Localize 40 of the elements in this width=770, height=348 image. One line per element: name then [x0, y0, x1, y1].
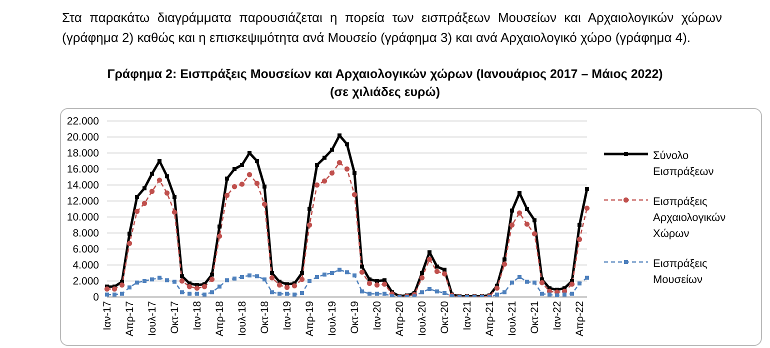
x-tick-label: Ιαν-22	[551, 300, 564, 330]
legend-label: Εισπράξεις Μουσείων	[653, 257, 708, 288]
chart-title: Γράφημα 2: Εισπράξεις Μουσείων και Αρχαιολογικών χώρων (Ιανουάριος 2017 – Μάιος 2022)	[106, 66, 664, 83]
y-tick-label: 16.000	[66, 164, 100, 176]
x-tick-label: Οκτ-21	[528, 300, 541, 334]
x-tick-label: Ιουλ-21	[506, 300, 518, 336]
text: Στα παρακάτω διαγράμματα παρουσιάζεται η πορεία των εισπράξεων Μουσείων και Αρχαιολογικών χώρων (γράφημα 2) καθώς και η επισκεψιμότητα ανά Μουσείο (γράφημα 3) και ανά Αρχαιολογικό χώρο (γράφημα 4).	[62, 9, 722, 47]
x-tick-label: Ιαν-19	[281, 300, 294, 330]
x-tick-label: Ιουλ-19	[326, 300, 338, 336]
y-tick-label: 12.000	[66, 196, 100, 208]
x-tick-label: Απρ-21	[484, 300, 496, 336]
x-tick-label: Απρ-22	[574, 300, 586, 336]
y-tick-label: 0	[93, 292, 100, 304]
x-tick-label: Οκτ-20	[438, 300, 451, 334]
x-tick-label: Απρ-18	[214, 300, 226, 336]
y-tick-label: 20.000	[66, 132, 100, 144]
x-tick-label: Ιουλ-17	[146, 300, 158, 336]
x-tick-label: Ιαν-21	[461, 300, 474, 330]
x-tick-label: Ιαν-20	[371, 300, 384, 330]
y-tick-label: 6.000	[72, 244, 100, 256]
x-tick-label: Ιαν-18	[191, 300, 204, 330]
x-tick-label: Ιαν-17	[101, 300, 114, 330]
legend-label: Σύνολο Εισπράξεων	[653, 149, 715, 180]
y-tick-label: 8.000	[72, 228, 100, 240]
x-tick-label: Απρ-17	[124, 300, 136, 336]
y-tick-label: 10.000	[66, 212, 100, 224]
x-tick-label: Ιουλ-18	[236, 300, 248, 336]
x-tick-label: Απρ-20	[394, 300, 406, 336]
y-tick-label: 22.000	[66, 116, 100, 128]
x-tick-label: Απρ-19	[304, 300, 316, 336]
x-tick-label: Οκτ-18	[258, 300, 271, 334]
legend-label: Εισπράξεις Αρχαιολογικών Χώρων	[653, 195, 727, 242]
x-tick-label: Οκτ-17	[168, 300, 181, 334]
y-tick-label: 18.000	[66, 148, 100, 160]
y-tick-label: 2.000	[72, 276, 100, 288]
y-tick-label: 4.000	[72, 260, 100, 272]
chart-subtitle: (σε χιλιάδες ευρώ)	[328, 84, 442, 101]
x-tick-label: Οκτ-19	[348, 300, 361, 334]
x-tick-label: Ιουλ-20	[416, 300, 428, 336]
y-tick-label: 14.000	[66, 180, 100, 192]
